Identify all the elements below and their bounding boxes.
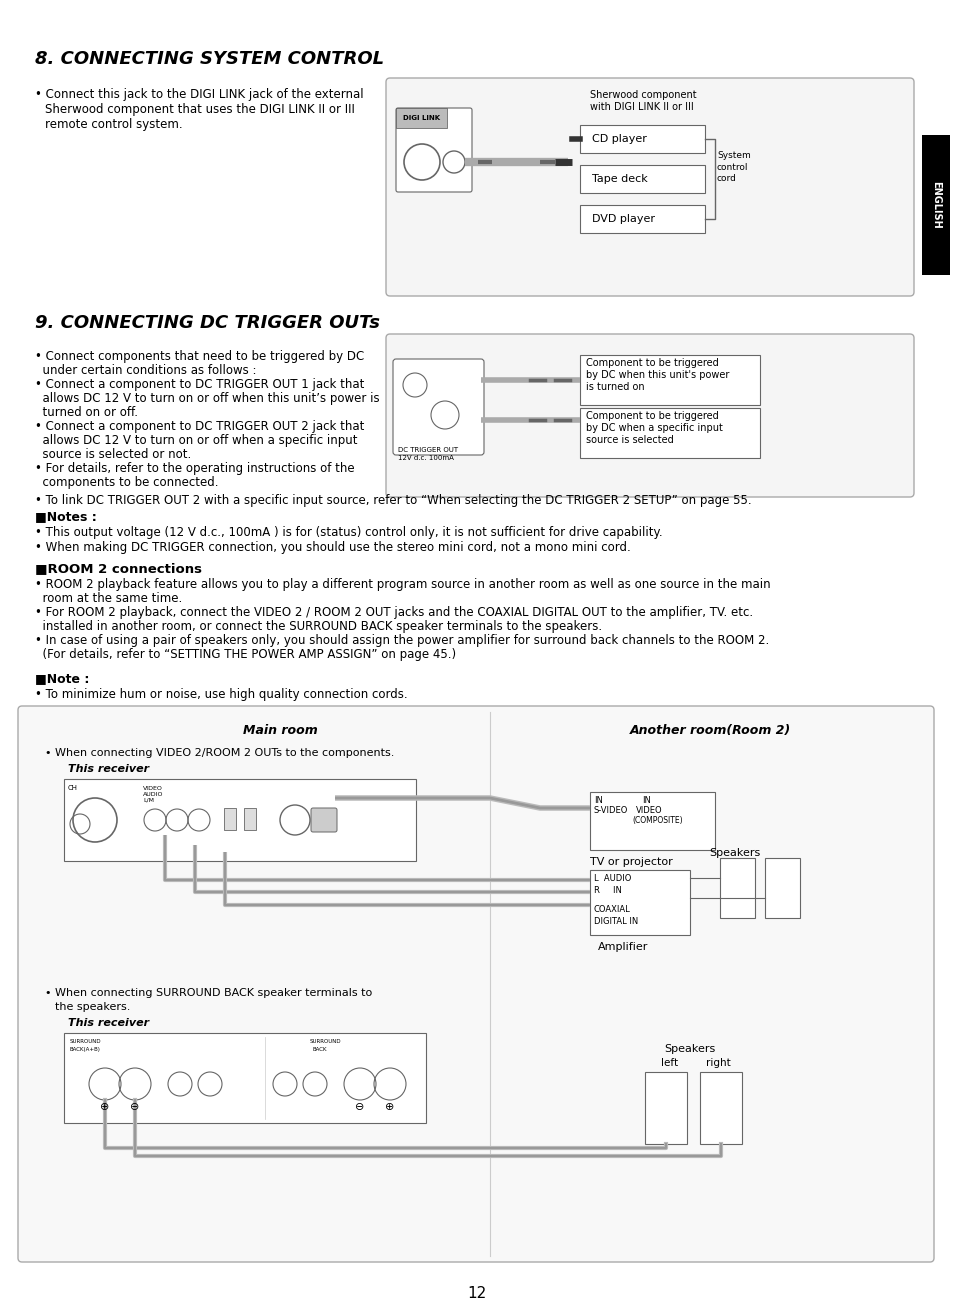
Text: under certain conditions as follows :: under certain conditions as follows : xyxy=(35,365,256,376)
Text: ⊕: ⊕ xyxy=(100,1102,110,1112)
Text: ■Notes :: ■Notes : xyxy=(35,510,96,523)
Text: • When making DC TRIGGER connection, you should use the stereo mini cord, not a : • When making DC TRIGGER connection, you… xyxy=(35,541,630,554)
Text: COAXIAL: COAXIAL xyxy=(594,904,630,914)
Text: • To link DC TRIGGER OUT 2 with a specific input source, refer to “When selectin: • To link DC TRIGGER OUT 2 with a specif… xyxy=(35,494,751,507)
Text: with DIGI LINK II or III: with DIGI LINK II or III xyxy=(589,102,693,112)
Text: by DC when a specific input: by DC when a specific input xyxy=(585,423,722,433)
Text: SURROUND: SURROUND xyxy=(70,1039,102,1044)
Text: DIGI LINK: DIGI LINK xyxy=(402,115,439,122)
Text: System
control
cord: System control cord xyxy=(717,150,750,183)
FancyBboxPatch shape xyxy=(589,792,714,850)
Text: DIGITAL IN: DIGITAL IN xyxy=(594,918,638,925)
Text: IN: IN xyxy=(641,796,650,805)
Text: CH: CH xyxy=(68,786,78,791)
Text: left: left xyxy=(660,1057,678,1068)
Text: • When connecting VIDEO 2/ROOM 2 OUTs to the components.: • When connecting VIDEO 2/ROOM 2 OUTs to… xyxy=(45,748,394,758)
Text: Speakers: Speakers xyxy=(663,1044,715,1053)
Text: 9. CONNECTING DC TRIGGER OUTs: 9. CONNECTING DC TRIGGER OUTs xyxy=(35,314,379,332)
Text: components to be connected.: components to be connected. xyxy=(35,476,218,489)
Text: VIDEO: VIDEO xyxy=(636,806,662,816)
Text: • In case of using a pair of speakers only, you should assign the power amplifie: • In case of using a pair of speakers on… xyxy=(35,634,768,647)
Text: Amplifier: Amplifier xyxy=(598,942,648,951)
FancyBboxPatch shape xyxy=(64,1033,426,1123)
Text: R     IN: R IN xyxy=(594,886,621,895)
Text: S-VIDEO: S-VIDEO xyxy=(594,806,628,816)
Text: allows DC 12 V to turn on or off when this unit’s power is: allows DC 12 V to turn on or off when th… xyxy=(35,392,379,405)
Text: This receiver: This receiver xyxy=(68,1018,149,1029)
FancyBboxPatch shape xyxy=(921,135,949,274)
FancyBboxPatch shape xyxy=(386,335,913,497)
Text: SURROUND: SURROUND xyxy=(310,1039,341,1044)
Text: CD player: CD player xyxy=(592,135,646,144)
Text: Component to be triggered: Component to be triggered xyxy=(585,358,718,369)
Text: is turned on: is turned on xyxy=(585,382,644,392)
Text: DVD player: DVD player xyxy=(592,214,655,223)
Text: ⊖: ⊖ xyxy=(131,1102,139,1112)
FancyBboxPatch shape xyxy=(64,779,416,861)
Text: • When connecting SURROUND BACK speaker terminals to: • When connecting SURROUND BACK speaker … xyxy=(45,988,372,999)
Text: This receiver: This receiver xyxy=(68,765,149,774)
Text: source is selected or not.: source is selected or not. xyxy=(35,448,191,461)
Text: BACK: BACK xyxy=(313,1047,327,1052)
FancyBboxPatch shape xyxy=(311,808,336,833)
Text: TV or projector: TV or projector xyxy=(589,857,672,867)
Text: 12V d.c. 100mA: 12V d.c. 100mA xyxy=(397,455,454,461)
FancyBboxPatch shape xyxy=(720,857,754,918)
FancyBboxPatch shape xyxy=(386,78,913,295)
Text: ⊕: ⊕ xyxy=(385,1102,395,1112)
Text: (For details, refer to “SETTING THE POWER AMP ASSIGN” on page 45.): (For details, refer to “SETTING THE POWE… xyxy=(35,648,456,661)
FancyBboxPatch shape xyxy=(579,205,704,233)
FancyBboxPatch shape xyxy=(18,706,933,1263)
Text: L  AUDIO: L AUDIO xyxy=(594,874,631,884)
Text: IN: IN xyxy=(594,796,602,805)
Text: 12: 12 xyxy=(467,1286,486,1300)
Text: allows DC 12 V to turn on or off when a specific input: allows DC 12 V to turn on or off when a … xyxy=(35,434,357,447)
Text: • To minimize hum or noise, use high quality connection cords.: • To minimize hum or noise, use high qua… xyxy=(35,687,407,701)
Text: ⊖: ⊖ xyxy=(355,1102,364,1112)
Text: Another room(Room 2): Another room(Room 2) xyxy=(629,724,790,737)
Text: turned on or off.: turned on or off. xyxy=(35,406,138,420)
FancyBboxPatch shape xyxy=(700,1072,741,1144)
Text: right: right xyxy=(705,1057,730,1068)
Text: • Connect components that need to be triggered by DC: • Connect components that need to be tri… xyxy=(35,350,364,363)
Text: remote control system.: remote control system. xyxy=(45,118,182,131)
Text: source is selected: source is selected xyxy=(585,435,673,444)
Text: BACK(A+B): BACK(A+B) xyxy=(70,1047,101,1052)
Text: • For ROOM 2 playback, connect the VIDEO 2 / ROOM 2 OUT jacks and the COAXIAL DI: • For ROOM 2 playback, connect the VIDEO… xyxy=(35,606,752,620)
Text: Sherwood component: Sherwood component xyxy=(589,90,696,101)
FancyBboxPatch shape xyxy=(244,808,255,830)
Text: DC TRIGGER OUT: DC TRIGGER OUT xyxy=(397,447,457,454)
Text: ENGLISH: ENGLISH xyxy=(930,182,940,229)
FancyBboxPatch shape xyxy=(579,356,760,405)
Text: room at the same time.: room at the same time. xyxy=(35,592,182,605)
FancyBboxPatch shape xyxy=(395,108,472,192)
FancyBboxPatch shape xyxy=(579,165,704,193)
FancyBboxPatch shape xyxy=(579,125,704,153)
Text: VIDEO
AUDIO
L/M: VIDEO AUDIO L/M xyxy=(143,786,163,802)
FancyBboxPatch shape xyxy=(393,359,483,455)
FancyBboxPatch shape xyxy=(224,808,235,830)
Text: • Connect this jack to the DIGI LINK jack of the external: • Connect this jack to the DIGI LINK jac… xyxy=(35,88,363,101)
Text: • Connect a component to DC TRIGGER OUT 2 jack that: • Connect a component to DC TRIGGER OUT … xyxy=(35,420,364,433)
FancyBboxPatch shape xyxy=(764,857,800,918)
Text: • ROOM 2 playback feature allows you to play a different program source in anoth: • ROOM 2 playback feature allows you to … xyxy=(35,578,770,591)
Text: (COMPOSITE): (COMPOSITE) xyxy=(631,816,682,825)
Text: ■Note :: ■Note : xyxy=(35,672,90,685)
Text: • For details, refer to the operating instructions of the: • For details, refer to the operating in… xyxy=(35,461,355,474)
Text: • Connect a component to DC TRIGGER OUT 1 jack that: • Connect a component to DC TRIGGER OUT … xyxy=(35,378,364,391)
Text: Component to be triggered: Component to be triggered xyxy=(585,410,718,421)
Text: by DC when this unit's power: by DC when this unit's power xyxy=(585,370,729,380)
Text: Speakers: Speakers xyxy=(709,848,760,857)
FancyBboxPatch shape xyxy=(579,408,760,457)
Text: ■ROOM 2 connections: ■ROOM 2 connections xyxy=(35,562,202,575)
Text: the speakers.: the speakers. xyxy=(55,1002,131,1012)
Text: 8. CONNECTING SYSTEM CONTROL: 8. CONNECTING SYSTEM CONTROL xyxy=(35,50,384,68)
Text: • This output voltage (12 V d.c., 100mA ) is for (status) control only, it is no: • This output voltage (12 V d.c., 100mA … xyxy=(35,525,662,538)
FancyBboxPatch shape xyxy=(589,870,689,935)
FancyBboxPatch shape xyxy=(644,1072,686,1144)
Text: Main room: Main room xyxy=(242,724,317,737)
Text: installed in another room, or connect the SURROUND BACK speaker terminals to the: installed in another room, or connect th… xyxy=(35,620,601,633)
Text: Tape deck: Tape deck xyxy=(592,174,647,184)
Text: Sherwood component that uses the DIGI LINK II or III: Sherwood component that uses the DIGI LI… xyxy=(45,103,355,116)
